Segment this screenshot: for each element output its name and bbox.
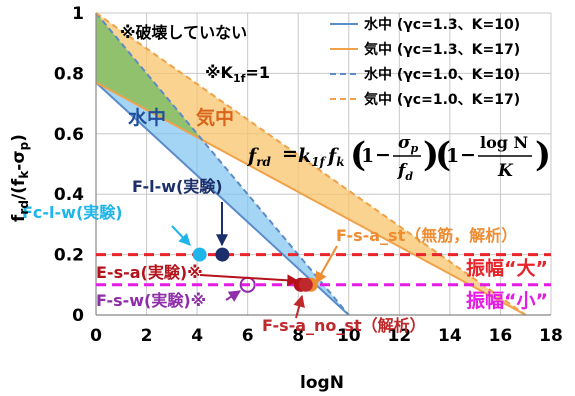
point-label: F-s-w(実験)※ [96, 291, 206, 310]
svg-text:σp: σp [398, 133, 419, 155]
reference-label: 振幅“小” [466, 289, 548, 312]
x-tick-label: 8 [292, 326, 304, 346]
point-label: F-l-w(実験) [132, 177, 223, 196]
point-marker [192, 247, 207, 262]
water-region-label: 水中 [128, 106, 166, 129]
data-points: Fc-l-w(実験) F-l-w(実験) E-s-a(実験)※ F-s-w(実験)※ F… [22, 177, 517, 335]
series-lines [95, 12, 527, 316]
point-label: F-s-a_no_st（解析） [262, 316, 426, 335]
legend-label: 水中 (γc=1.0、K=10) [364, 66, 520, 83]
x-tick-label: 2 [141, 326, 153, 346]
y-tick-label: 0.4 [54, 185, 84, 205]
formula: frd = k1f fk ( 1 − σp fd ) ( 1 − log N K… [246, 133, 551, 183]
svg-text:k1f: k1f [298, 145, 327, 169]
svg-text:=: = [282, 143, 298, 165]
point-marker [215, 247, 230, 262]
point-arrow [171, 225, 191, 246]
svg-text:−: − [375, 144, 391, 166]
svg-text:(: ( [350, 135, 366, 175]
svg-text:K: K [497, 161, 514, 181]
x-tick-label: 16 [489, 326, 513, 346]
point-arrow [293, 294, 305, 319]
svg-text:frd: frd [246, 145, 272, 169]
x-tick-label: 0 [90, 326, 102, 346]
legend-label: 気中 (γc=1.0、K=17) [364, 91, 520, 108]
svg-text:): ) [535, 135, 551, 175]
x-tick-label: 10 [337, 326, 361, 346]
x-tick-label: 14 [438, 326, 462, 346]
y-tick-label: 0 [72, 306, 84, 326]
x-tick-label: 12 [387, 326, 411, 346]
y-tick-label: 0.6 [54, 125, 84, 145]
reference-label: 振幅“大” [466, 257, 548, 280]
axes: 0 2 4 6 8 10 12 14 16 18 0 0.2 0.4 0.6 0.8 1 [54, 4, 563, 346]
legend-label: 気中 (γc=1.3、K=17) [364, 41, 520, 58]
point-label: F-s-a_st（無筋，解析） [336, 226, 517, 245]
legend: 水中 (γc=1.3、K=10) 気中 (γc=1.3、K=17) 水中 (γc=1… [330, 16, 520, 108]
x-tick-label: 4 [191, 326, 203, 346]
x-tick-label: 6 [242, 326, 254, 346]
point-marker [298, 277, 313, 292]
y-tick-label: 0.2 [54, 246, 84, 266]
svg-text:1: 1 [361, 145, 374, 167]
y-tick-label: 0.8 [54, 64, 84, 84]
series-line-4 [95, 12, 527, 316]
svg-text:(: ( [435, 135, 451, 175]
x-axis-label: logN [300, 373, 344, 393]
k1f-note: ※K1f=1 [205, 63, 270, 85]
svg-text:log N: log N [480, 133, 528, 152]
point-label: Fc-l-w(実験) [22, 203, 123, 222]
y-tick-label: 1 [72, 4, 84, 24]
not-broken-note: ※破壊していない [120, 23, 247, 42]
svg-text:−: − [460, 144, 476, 166]
point-label: E-s-a(実験)※ [96, 263, 203, 282]
y-axis-label: frd/(fk-σp) [9, 134, 31, 222]
point-arrow [199, 274, 300, 287]
svg-text:frd/(fk-σp): frd/(fk-σp) [9, 134, 31, 222]
svg-text:fd: fd [397, 161, 413, 183]
point-arrow [225, 290, 242, 302]
reference-lines: 振幅“大” 振幅“小” [96, 253, 551, 312]
series-line-3 [95, 12, 350, 316]
series-line-2 [95, 81, 527, 316]
svg-text:): ) [423, 135, 439, 175]
point-arrow [315, 245, 338, 285]
svg-text:fk: fk [326, 145, 345, 169]
svg-text:1: 1 [446, 145, 459, 167]
legend-label: 水中 (γc=1.3、K=10) [364, 16, 520, 33]
x-tick-label: 18 [539, 326, 563, 346]
series-line-1 [95, 81, 350, 316]
air-region-label: 気中 [196, 106, 234, 129]
